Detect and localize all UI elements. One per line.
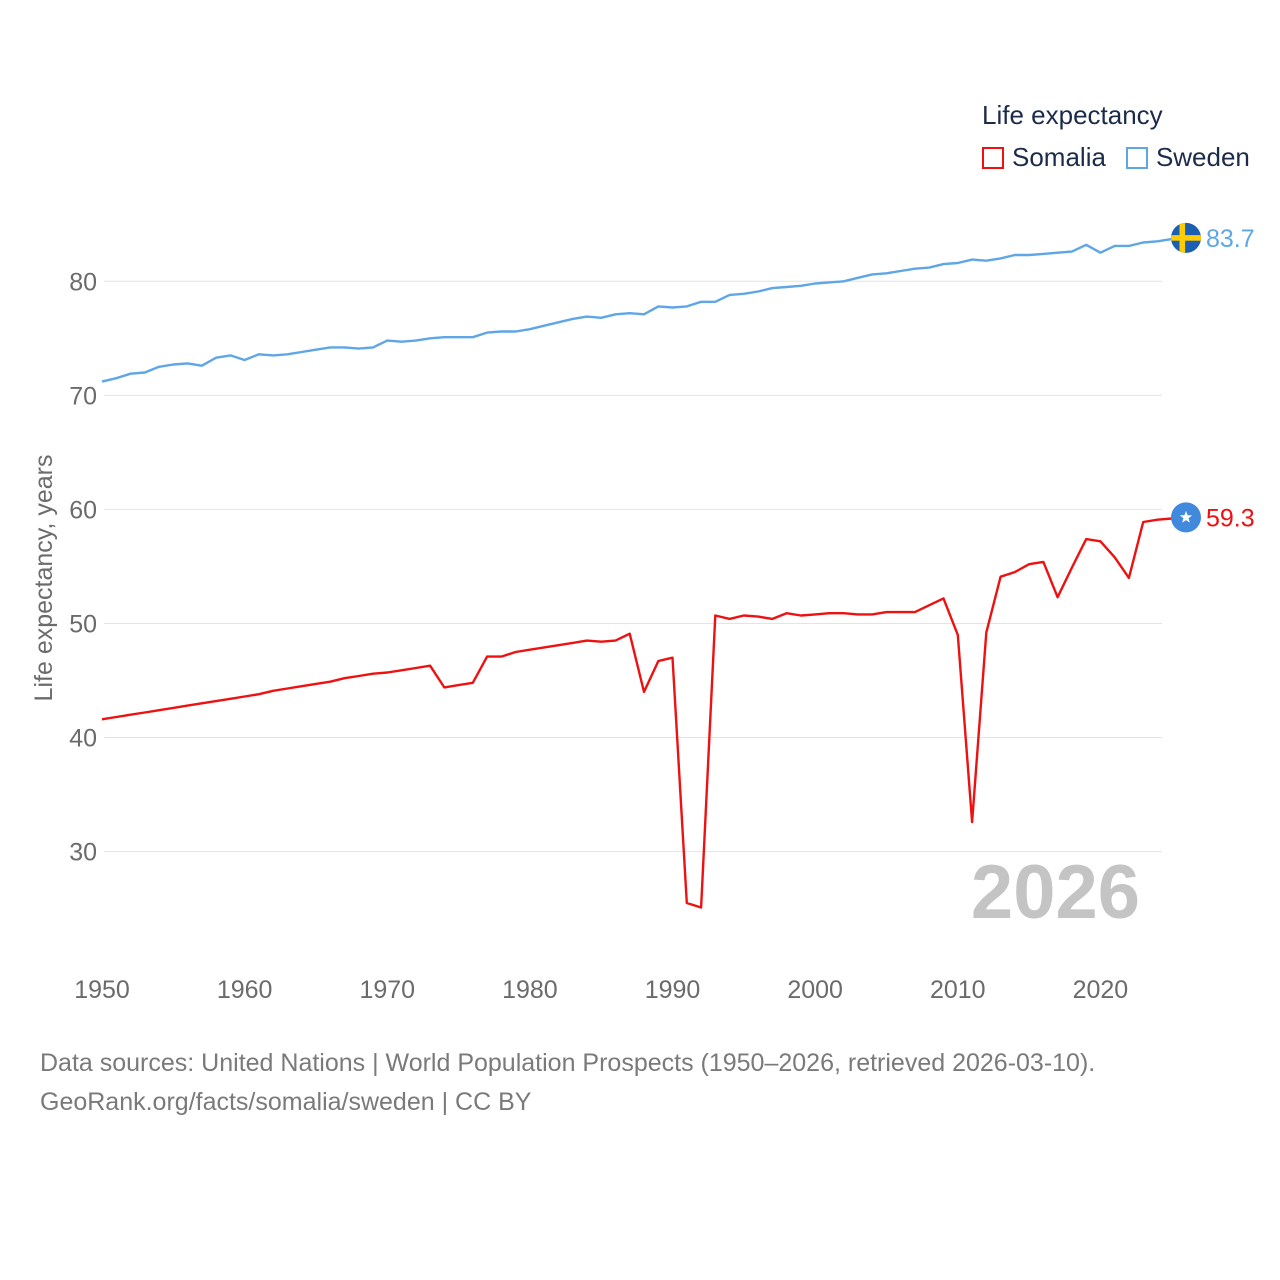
- somalia-end-marker: [1171, 502, 1201, 533]
- series-lines: [101, 236, 1187, 909]
- gridlines: [104, 280, 1162, 853]
- y-tick-label-60: 60: [69, 496, 97, 524]
- x-tick-label-2020: 2020: [1073, 976, 1129, 1004]
- x-tick-label-2010: 2010: [930, 976, 986, 1004]
- legend-swatch-somalia: [982, 146, 1004, 169]
- source-line-1: Data sources: United Nations | World Pop…: [40, 1049, 1096, 1077]
- legend-label-sweden: Sweden: [1155, 142, 1250, 172]
- x-axis-ticks: 1950 1960 1970 1980 1990 2000 2010 2020: [74, 976, 1128, 1004]
- series-end-markers: 83.7 59.3: [1171, 222, 1255, 533]
- y-axis-label: Life expectancy, years: [30, 455, 58, 702]
- series-line-somalia: [101, 516, 1187, 909]
- y-tick-label-50: 50: [69, 610, 97, 638]
- legend-swatch-sweden: [1125, 146, 1148, 169]
- y-tick-label-30: 30: [69, 839, 97, 867]
- legend-item-somalia[interactable]: Somalia: [982, 142, 1106, 173]
- legend-item-sweden[interactable]: Sweden: [1125, 142, 1250, 173]
- somalia-flag-star-icon: [1179, 510, 1193, 523]
- legend-title: Life expectancy: [982, 100, 1163, 130]
- sweden-end-value-label: 83.7: [1206, 225, 1255, 253]
- sweden-flag-icon: [1171, 222, 1201, 253]
- y-axis-ticks: 30 40 50 60 70 80: [69, 268, 97, 866]
- x-tick-label-1960: 1960: [217, 976, 273, 1004]
- source-line-2[interactable]: GeoRank.org/facts/somalia/sweden | CC BY: [40, 1088, 532, 1116]
- sweden-end-marker: [1171, 222, 1201, 253]
- series-line-sweden: [101, 236, 1187, 383]
- y-tick-label-80: 80: [69, 268, 97, 296]
- x-tick-label-2000: 2000: [787, 976, 843, 1004]
- x-tick-label-1990: 1990: [645, 976, 701, 1004]
- y-tick-label-40: 40: [69, 725, 97, 753]
- x-tick-label-1950: 1950: [74, 976, 130, 1004]
- legend: Somalia Sweden: [982, 142, 1270, 173]
- year-watermark: 2026: [971, 850, 1140, 935]
- somalia-end-value-label: 59.3: [1206, 504, 1255, 532]
- sweden-flag-cross-h: [1171, 235, 1201, 241]
- data-source: Data sources: United Nations | World Pop…: [40, 1044, 1095, 1122]
- x-tick-label-1980: 1980: [502, 976, 558, 1004]
- legend-label-somalia: Somalia: [1012, 142, 1106, 172]
- y-tick-label-70: 70: [69, 382, 97, 410]
- sweden-flag-cross-v: [1179, 222, 1186, 253]
- x-tick-label-1970: 1970: [359, 976, 415, 1004]
